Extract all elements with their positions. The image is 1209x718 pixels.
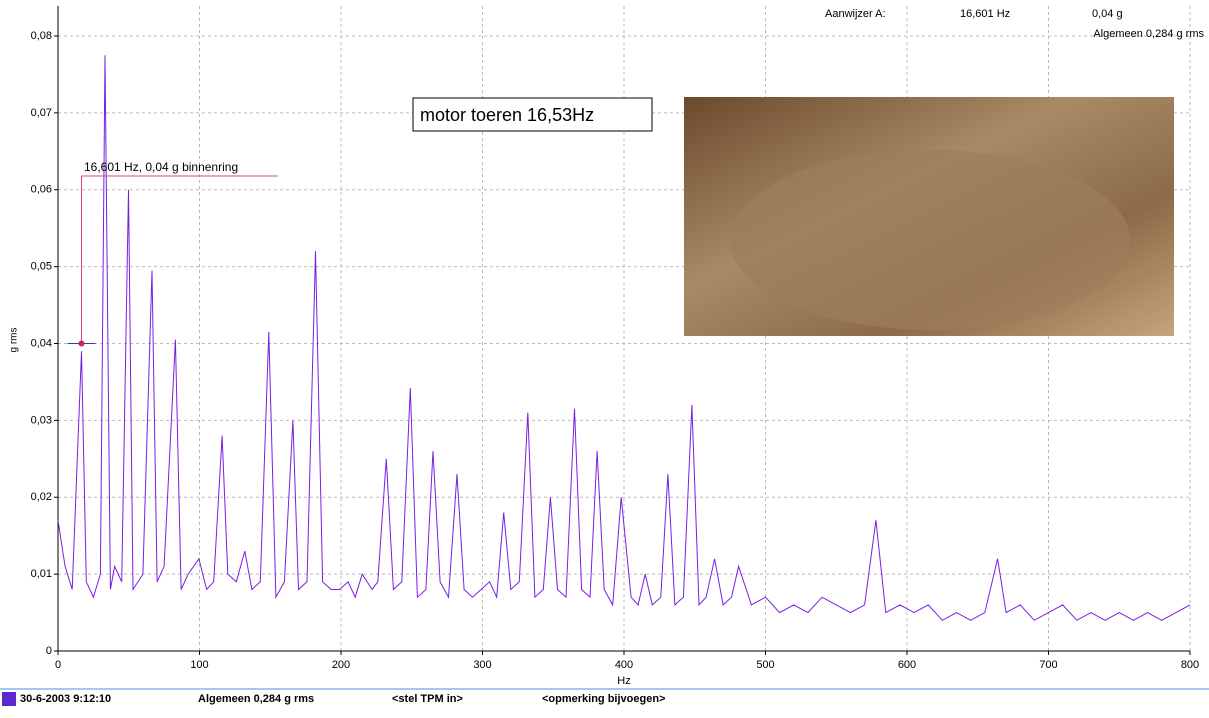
- x-tick-label: 600: [898, 659, 916, 671]
- status-remark[interactable]: <opmerking bijvoegen>: [542, 693, 665, 705]
- x-tick-label: 400: [615, 659, 633, 671]
- y-tick-label: 0,06: [31, 184, 52, 196]
- status-icon: [2, 692, 16, 706]
- cursor-leader: [80, 175, 278, 344]
- overall: Algemeen 0,284 g rms: [1093, 28, 1204, 40]
- cursor-point: [78, 340, 85, 347]
- cursor-annotation: 16,601 Hz, 0,04 g binnenring: [84, 160, 238, 174]
- status-date: 30-6-2003 9:12:10: [20, 693, 111, 705]
- note-box: [412, 97, 653, 132]
- y-tick-label: 0,02: [31, 491, 52, 503]
- x-axis-label: Hz: [617, 675, 630, 687]
- x-tick-label: 700: [1039, 659, 1057, 671]
- status-tpm[interactable]: <stel TPM in>: [392, 693, 463, 705]
- y-tick-label: 0,05: [31, 261, 52, 273]
- y-tick-label: 0,03: [31, 414, 52, 426]
- y-tick-label: 0,08: [31, 30, 52, 42]
- cursor-y: 0,04 g: [1092, 8, 1123, 20]
- cursor-x: 16,601 Hz: [960, 8, 1010, 20]
- y-tick-label: 0,04: [31, 337, 52, 349]
- cursor-label: Aanwijzer A:: [825, 8, 886, 20]
- y-tick-label: 0,01: [31, 568, 52, 580]
- y-tick-label: 0: [46, 645, 52, 657]
- x-tick-label: 200: [332, 659, 350, 671]
- note: motor toeren 16,53Hz: [420, 105, 594, 125]
- x-tick-label: 300: [473, 659, 491, 671]
- y-axis-label: g rms: [9, 328, 20, 353]
- x-tick-label: 100: [190, 659, 208, 671]
- x-tick-label: 0: [55, 659, 61, 671]
- x-tick-label: 800: [1181, 659, 1199, 671]
- status-overall: Algemeen 0,284 g rms: [198, 693, 314, 705]
- spectrum-line: [57, 55, 1191, 621]
- photo-bearing: [730, 150, 1130, 330]
- y-tick-label: 0,07: [31, 107, 52, 119]
- x-tick-label: 500: [756, 659, 774, 671]
